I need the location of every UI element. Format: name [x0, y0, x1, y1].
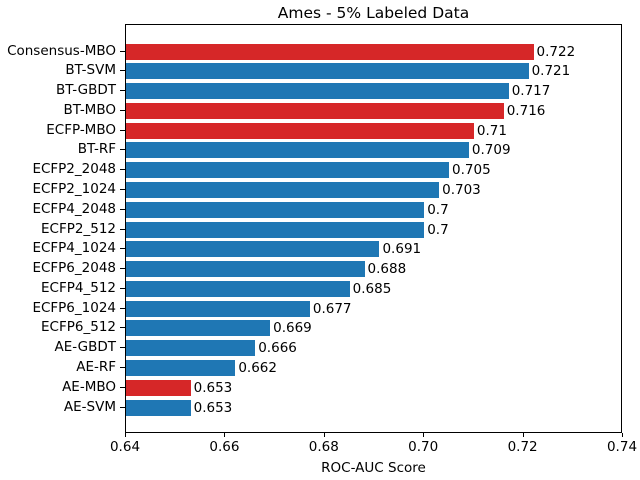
- bar-value-label: 0.666: [258, 340, 297, 357]
- x-tick-label: 0.70: [408, 439, 439, 455]
- bar-Consensus-MBO: [126, 43, 534, 60]
- bar-BT-MBO: [126, 102, 504, 119]
- bar-AE-MBO: [126, 379, 191, 396]
- bar-BT-GBDT: [126, 83, 509, 100]
- x-tick-mark: [125, 433, 126, 437]
- y-tick-mark: [120, 50, 125, 52]
- bar-AE-RF: [126, 359, 236, 376]
- y-tick-label: ECFP4_1024: [32, 240, 116, 257]
- bar-BT-RF: [126, 142, 469, 159]
- y-tick-label: AE-GBDT: [54, 339, 117, 356]
- y-tick-label: BT-RF: [77, 141, 116, 158]
- bar-value-label: 0.677: [312, 300, 352, 317]
- bar-ECFP2_2048: [126, 162, 450, 179]
- bar-value-label: 0.703: [442, 181, 481, 198]
- y-tick-mark: [120, 129, 125, 131]
- y-tick-label: AE-SVM: [63, 398, 116, 415]
- y-tick-label: ECFP6_2048: [32, 260, 116, 277]
- bar-value-label: 0.7: [427, 221, 449, 238]
- bar-ECFP2_512: [126, 221, 425, 238]
- bar-value-label: 0.691: [382, 241, 422, 258]
- bar-ECFP6_512: [126, 320, 271, 337]
- bar-value-label: 0.716: [506, 102, 546, 119]
- x-axis-label: ROC-AUC Score: [321, 460, 426, 476]
- y-tick-label: ECFP2_2048: [32, 161, 116, 178]
- y-tick-mark: [120, 268, 125, 270]
- x-tick-mark: [323, 433, 325, 437]
- y-tick-label: BT-GBDT: [56, 82, 116, 99]
- bar-ECFP4_512: [126, 280, 350, 297]
- bar-ECFP-MBO: [126, 122, 474, 139]
- y-tick-mark: [120, 149, 125, 151]
- y-tick-label: ECFP2_512: [41, 220, 116, 237]
- bar-value-label: 0.721: [531, 63, 571, 80]
- x-tick-mark: [622, 433, 623, 437]
- y-tick-label: AE-RF: [76, 358, 116, 375]
- bar-ECFP2_1024: [126, 181, 440, 198]
- y-tick-label: Consensus-MBO: [7, 42, 116, 59]
- x-tick-label: 0.68: [308, 439, 339, 455]
- y-tick-mark: [120, 70, 125, 72]
- bar-value-label: 0.7: [427, 201, 449, 218]
- x-tick-label: 0.66: [209, 439, 240, 455]
- y-tick-label: ECFP6_512: [41, 319, 116, 336]
- x-tick-label: 0.72: [507, 439, 538, 455]
- plot-area: 0.722 0.721 0.717 0.716 0.71 0.709 0.705 0.703 0…: [125, 24, 622, 433]
- y-tick-mark: [120, 307, 125, 309]
- y-tick-mark: [120, 90, 125, 92]
- y-tick-mark: [120, 169, 125, 171]
- bar-value-label: 0.653: [193, 399, 233, 416]
- y-tick-mark: [120, 248, 125, 250]
- bar-value-label: 0.662: [238, 359, 277, 376]
- bar-value-label: 0.709: [471, 142, 511, 159]
- bar-BT-SVM: [126, 63, 529, 80]
- x-tick-mark: [224, 433, 226, 437]
- y-tick-mark: [120, 228, 125, 230]
- bar-value-label: 0.688: [367, 261, 407, 278]
- bar-value-label: 0.653: [193, 379, 233, 396]
- y-tick-mark: [120, 188, 125, 190]
- x-tick-mark: [423, 433, 425, 437]
- y-tick-label: BT-MBO: [63, 101, 116, 118]
- bar-AE-SVM: [126, 399, 191, 416]
- y-tick-mark: [120, 406, 125, 408]
- chart-title: Ames - 5% Labeled Data: [277, 4, 470, 22]
- bar-ECFP4_2048: [126, 201, 425, 218]
- y-tick-mark: [120, 208, 125, 210]
- bar-value-label: 0.685: [352, 280, 392, 297]
- y-tick-label: ECFP-MBO: [46, 121, 116, 138]
- bar-value-label: 0.717: [511, 83, 551, 100]
- x-tick-label: 0.74: [606, 439, 638, 455]
- y-tick-mark: [120, 287, 125, 289]
- bar-value-label: 0.705: [452, 162, 491, 179]
- x-tick-label: 0.64: [109, 439, 141, 455]
- y-tick-mark: [120, 327, 125, 329]
- bar-ECFP6_1024: [126, 300, 310, 317]
- y-tick-label: AE-MBO: [62, 378, 116, 395]
- y-tick-label: ECFP4_2048: [32, 200, 116, 217]
- y-tick-mark: [120, 109, 125, 111]
- bar-AE-GBDT: [126, 340, 256, 357]
- y-tick-mark: [120, 386, 125, 388]
- y-tick-label: ECFP2_1024: [32, 180, 116, 197]
- y-tick-mark: [120, 347, 125, 349]
- bar-value-label: 0.669: [273, 320, 312, 337]
- y-tick-label: ECFP4_512: [41, 279, 116, 296]
- bar-ECFP4_1024: [126, 241, 380, 258]
- x-tick-mark: [522, 433, 524, 437]
- y-tick-mark: [120, 366, 125, 368]
- y-tick-label: ECFP6_1024: [32, 299, 116, 316]
- bar-value-label: 0.71: [476, 122, 507, 139]
- bar-ECFP6_2048: [126, 261, 365, 278]
- bar-value-label: 0.722: [536, 43, 576, 60]
- y-tick-label: BT-SVM: [65, 62, 116, 79]
